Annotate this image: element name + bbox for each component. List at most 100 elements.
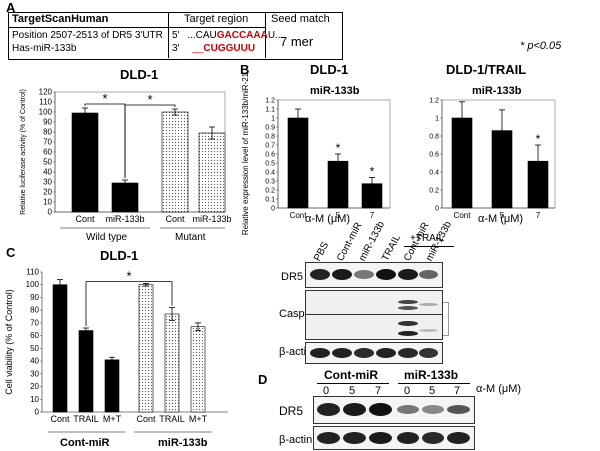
blot-d-conc-label: 7 — [454, 385, 461, 397]
chart-a-ytick-label: 0 — [48, 208, 53, 217]
chart-b1-ytick-label: 0.7 — [265, 143, 275, 150]
chart-c-bar — [104, 359, 120, 413]
blot-row-dr5-label: DR5 — [281, 271, 304, 283]
chart-a-ytick-label: 10 — [43, 198, 52, 207]
chart-b2-xlabel: α-M (μM) — [478, 213, 524, 225]
chart-b1-ytick-label: 1.2 — [265, 98, 275, 105]
chart-a-ytick-label: 80 — [43, 128, 52, 137]
chart-b2-ytick-label: 0 — [435, 206, 439, 213]
chart-b2-ytick-label: 1.2 — [429, 98, 439, 105]
chart-a-ytick-label: 50 — [43, 158, 52, 167]
blot-d-actin-membrane — [313, 426, 475, 450]
chart-c-bar — [164, 313, 180, 413]
chart-b1-ytick-label: 0.3 — [265, 179, 275, 186]
panel-label-a: A — [6, 0, 16, 15]
table-header-target: Target region — [184, 13, 249, 25]
chart-b2-inner-title: miR-133b — [472, 85, 522, 97]
chart-b2-category-label: 7 — [536, 211, 541, 220]
chart-b2-ytick-label: 0.8 — [429, 134, 439, 141]
chart-a-sig-label: * — [102, 91, 107, 106]
blot-d-unit: α-M (μM) — [476, 383, 522, 395]
chart-a-ytick-label: 70 — [43, 138, 52, 147]
row1-seq-a: ...CAU — [187, 30, 217, 41]
chart-b1-ytick-label: 0.6 — [265, 152, 275, 159]
blot-d-conc-label: 7 — [375, 385, 382, 397]
chart-c-ylabel: Cell viability (% of Control) — [4, 289, 14, 395]
chart-b1-sig-star: * — [370, 164, 375, 178]
p-value-note: * p<0.05 — [520, 40, 562, 52]
chart-a-sig-label: * — [147, 92, 152, 107]
chart-b1-category-label: Cont — [290, 211, 308, 220]
blot-d-row-dr5-label: DR5 — [279, 404, 304, 418]
chart-b2-category-label: Cont — [454, 211, 472, 220]
chart-a-ytick-label: 110 — [39, 98, 52, 107]
chart-a-ytick-label: 30 — [43, 178, 52, 187]
chart-a-ytick-label: 40 — [43, 168, 52, 177]
chart-b1-ytick-label: 0.9 — [265, 125, 275, 132]
chart-b1-ytick-label: 0 — [271, 206, 275, 213]
chart-a-ytick-label: 60 — [43, 148, 52, 157]
chart-c-ytick-label: 110 — [26, 268, 39, 277]
chart-b2-ytick-label: 1 — [435, 116, 439, 123]
chart-c-bar — [138, 284, 154, 413]
chart-c-ytick-label: 80 — [30, 306, 39, 315]
chart-a-ylabel: Relative luciferase activity (% of Contr… — [20, 89, 27, 215]
chart-a-category-label: miR-133b — [105, 214, 144, 224]
chart-a-group-wt: Wild type — [86, 232, 128, 243]
blot-row-actin-label: β-actin — [279, 346, 313, 358]
chart-a-bar — [161, 111, 189, 213]
chart-a-group-mut: Mutant — [175, 232, 206, 243]
chart-a-ytick-label: 20 — [43, 188, 52, 197]
row2-seq-a: __ — [192, 43, 204, 54]
chart-b1-ytick-label: 0.5 — [265, 161, 275, 168]
row2-prime: 3' — [172, 43, 180, 54]
chart-b2-ytick-label: 0.4 — [429, 170, 439, 177]
chart-b2-ytick-label: 0.2 — [429, 188, 439, 195]
chart-c-ytick-label: 100 — [26, 280, 40, 289]
row2-seq-red: CUGGUUU — [203, 43, 256, 54]
chart-c-ytick-label: 30 — [30, 369, 39, 378]
targetscan-table: TargetScanHuman Target region Seed match… — [8, 12, 343, 60]
chart-b1-ytick-label: 0.8 — [265, 134, 275, 141]
panel-label-b: B — [240, 62, 250, 77]
chart-a-category-label: Cont — [75, 214, 95, 224]
blot-d-group-mir: miR-133b — [404, 368, 459, 382]
chart-b2-title: DLD-1/TRAIL — [446, 62, 527, 77]
blot-actin-membrane — [305, 342, 443, 364]
chart-a-bar — [71, 112, 99, 213]
chart-c-ytick-label: 20 — [30, 382, 39, 391]
chart-c-ytick-label: 70 — [30, 318, 39, 327]
chart-c-category-label: TRAIL — [159, 414, 185, 424]
table-row2-label: Has-miR-133b — [12, 43, 77, 54]
chart-c-ytick-label: 0 — [35, 408, 40, 417]
chart-b1-inner-title: miR-133b — [310, 85, 360, 97]
chart-a-category-label: Cont — [165, 214, 185, 224]
chart-c-group-ctrl: Cont-miR — [60, 437, 110, 449]
chart-c-ytick-label: 90 — [30, 293, 39, 302]
chart-a-category-label: miR-133b — [192, 214, 231, 224]
chart-b2-ytick-label: 0.6 — [429, 152, 439, 159]
row1-seq-b: U.... — [267, 30, 287, 41]
chart-b1-ytick-label: 0.2 — [265, 188, 275, 195]
chart-b1-category-label: 7 — [370, 211, 375, 220]
blot-d-conc-label: 0 — [323, 385, 330, 397]
chart-b1-bar — [287, 117, 309, 209]
chart-b1-category-label: 5 — [336, 211, 341, 220]
chart-c-ytick-label: 40 — [30, 357, 39, 366]
table-row1-label: Position 2507-2513 of DR5 3'UTR — [12, 30, 163, 41]
chart-a-sig-bracket — [124, 104, 176, 178]
blot-trail-label: +TRAIL — [410, 233, 445, 244]
panel-label-c: C — [6, 245, 16, 260]
chart-c-category-label: M+T — [103, 414, 122, 424]
chart-c-sig-label: * — [126, 269, 131, 284]
chart-a-ytick-label: 120 — [39, 88, 53, 97]
chart-c-bar — [190, 326, 206, 413]
chart-b2-sig-star: * — [536, 132, 541, 146]
chart-c-ytick-label: 50 — [30, 344, 39, 353]
blot-casp8-membrane — [305, 290, 443, 340]
row1-seq-red: GACCAAA — [216, 30, 268, 41]
chart-b1-ytick-label: 1 — [271, 116, 275, 123]
table-header-source: TargetScanHuman — [12, 13, 109, 25]
chart-b1-ytick-label: 0.1 — [265, 197, 275, 204]
